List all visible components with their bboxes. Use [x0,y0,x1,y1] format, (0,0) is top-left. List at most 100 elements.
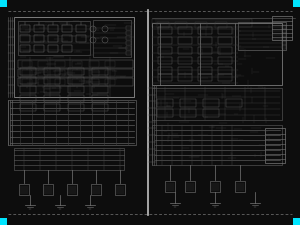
Bar [62,45,72,52]
Bar [19,184,29,195]
Bar [72,61,82,67]
Bar [0,0,7,7]
Bar [158,67,172,74]
Bar [55,61,65,67]
Bar [68,104,84,111]
Bar [152,23,282,85]
Bar [272,16,292,40]
Bar [215,22,227,28]
Bar [218,47,232,54]
Bar [68,86,84,93]
Bar [89,79,99,85]
Bar [293,0,300,7]
Bar [178,47,192,54]
Bar [92,86,108,93]
Bar [34,45,44,52]
Bar [44,95,60,102]
Bar [105,70,115,76]
Bar [185,181,195,192]
Bar [126,36,131,40]
Bar [43,184,53,195]
Bar [158,74,172,81]
Bar [48,35,58,42]
Bar [282,41,286,45]
Bar [152,19,252,27]
Bar [62,25,72,32]
Bar [126,31,131,35]
Bar [157,99,173,107]
Bar [48,25,58,32]
Bar [20,45,30,52]
Bar [76,25,86,32]
Bar [198,74,212,81]
Bar [178,37,192,44]
Bar [178,57,192,64]
Bar [18,21,90,55]
Bar [203,109,219,117]
Bar [238,22,286,50]
Bar [14,148,124,170]
Bar [55,79,65,85]
Bar [282,33,286,37]
Bar [68,95,84,102]
Bar [44,86,60,93]
Bar [38,61,48,67]
Bar [198,27,212,34]
Bar [18,78,133,86]
Bar [195,22,207,28]
Bar [198,47,212,54]
Bar [20,95,36,102]
Bar [180,109,196,117]
Bar [203,99,219,107]
Bar [44,77,60,84]
Bar [62,35,72,42]
Bar [198,67,212,74]
Bar [55,70,65,76]
Bar [89,61,99,67]
Bar [38,79,48,85]
Bar [198,37,212,44]
Bar [175,22,187,28]
Bar [92,95,108,102]
Bar [178,27,192,34]
Bar [158,27,172,34]
Bar [115,184,125,195]
Bar [178,67,192,74]
Bar [92,77,108,84]
Bar [218,57,232,64]
Bar [18,69,133,77]
Bar [158,57,172,64]
Bar [34,25,44,32]
Bar [67,184,77,195]
Bar [282,29,286,33]
Bar [72,79,82,85]
Bar [218,27,232,34]
Bar [20,25,30,32]
Bar [157,22,169,28]
Bar [218,74,232,81]
Bar [76,35,86,42]
Bar [265,128,285,163]
Bar [126,26,131,30]
Bar [48,45,58,52]
Bar [157,109,173,117]
Bar [180,99,196,107]
Bar [34,35,44,42]
Bar [126,46,131,50]
Bar [20,68,36,75]
Bar [92,68,108,75]
Bar [68,77,84,84]
Bar [126,51,131,55]
Bar [18,60,133,68]
Bar [68,68,84,75]
Bar [158,47,172,54]
Bar [14,17,134,97]
Bar [152,88,282,120]
Bar [126,41,131,45]
Bar [105,61,115,67]
Bar [20,104,36,111]
Bar [38,70,48,76]
Bar [8,100,136,145]
Bar [282,25,286,29]
Bar [20,77,36,84]
